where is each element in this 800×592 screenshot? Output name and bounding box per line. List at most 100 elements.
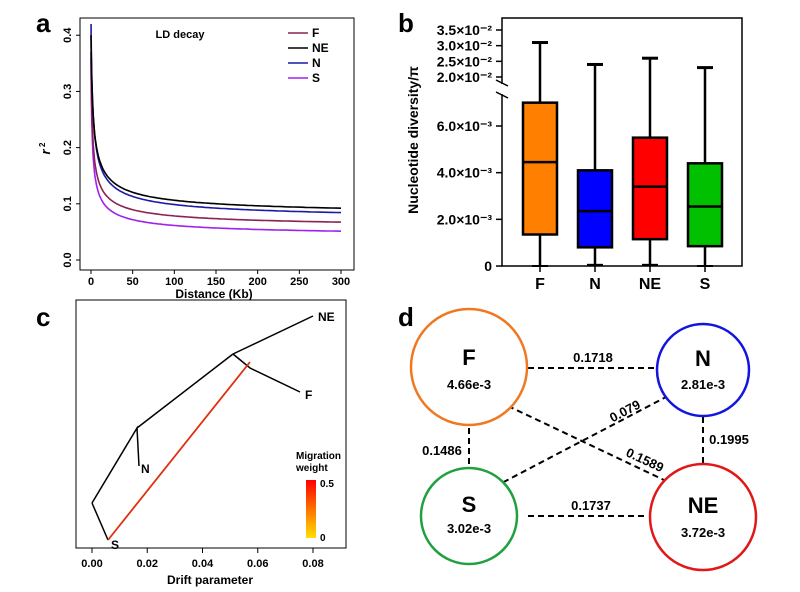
y-tick-label: 2.5×10⁻² xyxy=(437,53,493,69)
box-body xyxy=(521,101,559,236)
y-tick-label: 2.0×10⁻³ xyxy=(437,211,493,227)
box-F xyxy=(521,41,559,267)
edge-label-N-S: 0.079 xyxy=(607,397,643,426)
series-line-S xyxy=(90,57,342,232)
x-tick-label: S xyxy=(700,276,711,293)
plot-frame xyxy=(79,17,355,271)
x-tick-label: 0.00 xyxy=(81,558,102,570)
treemix-tree: Drift parameter 0.00 0.02 0.04 0.06 0.08 NE … xyxy=(75,299,347,587)
box-N xyxy=(576,62,614,266)
box-body xyxy=(576,169,614,249)
node-value: 4.66e-3 xyxy=(447,377,491,392)
branch-NE xyxy=(232,315,314,355)
x-axis-label: Drift parameter xyxy=(167,573,253,587)
fst-network: 0.1718 0.1486 0.1589 0.079 0.1995 0.1737… xyxy=(409,307,758,572)
nucleotide-diversity-chart: Nucleotide diversity/π 0 2.0×10⁻³ 4.0×10⁻³… xyxy=(405,17,743,293)
axis-break xyxy=(495,79,509,99)
edge-N-S xyxy=(495,395,669,487)
legend-scale-min: 0 xyxy=(320,533,326,544)
y-tick-label: 0.1 xyxy=(62,196,74,211)
legend-title-line1: Migration xyxy=(296,451,341,462)
branch-N-FNE xyxy=(136,353,234,429)
y-tick-label: 0.0 xyxy=(62,252,74,267)
branch-root-N xyxy=(91,425,140,504)
leaf-F: F xyxy=(305,388,312,402)
box-body xyxy=(686,162,724,248)
svg-text:2: 2 xyxy=(38,142,47,147)
box-S xyxy=(686,66,724,267)
y-tick-label: 3.0×10⁻² xyxy=(437,38,493,54)
migration-color-scale xyxy=(306,480,316,538)
ld-decay-chart: LD decay Distance (Kb) r 2 0 50 100 150 200 2… xyxy=(38,17,355,301)
chart-title: LD decay xyxy=(156,29,206,41)
edge-label-F-N: 0.1718 xyxy=(573,350,613,365)
node-value: 3.02e-3 xyxy=(447,521,491,536)
node-name: N xyxy=(695,346,711,371)
x-tick-label: 250 xyxy=(290,276,308,288)
series-line-F xyxy=(90,52,341,223)
series-line-NE xyxy=(90,35,342,209)
plot-frame xyxy=(75,299,347,549)
x-tick-label: 50 xyxy=(127,276,139,288)
x-tick-label: 0.02 xyxy=(137,558,158,570)
legend-label-NE: NE xyxy=(312,41,329,55)
panel-label-d: d xyxy=(398,302,414,332)
node-F: F 4.66e-3 xyxy=(409,307,529,427)
branch-root-S xyxy=(91,502,109,541)
x-tick-label: 0 xyxy=(88,276,94,288)
x-tick-label: 100 xyxy=(165,276,183,288)
node-S: S 3.02e-3 xyxy=(419,466,519,566)
leaf-N: N xyxy=(141,462,150,476)
edge-label-S-NE: 0.1737 xyxy=(571,498,611,513)
x-tick-label: NE xyxy=(639,276,662,293)
series-line-N xyxy=(90,23,342,214)
y-tick-label: 0.2 xyxy=(62,140,74,155)
y-tick-label: 4.0×10⁻³ xyxy=(437,165,493,181)
leaf-S: S xyxy=(111,538,119,552)
panel-label-b: b xyxy=(398,8,414,38)
x-tick-label: F xyxy=(535,276,545,293)
node-name: F xyxy=(462,345,475,370)
x-tick-label: 0.08 xyxy=(302,558,323,570)
x-tick-label: 200 xyxy=(248,276,266,288)
box-NE xyxy=(631,56,669,266)
node-N: N 2.81e-3 xyxy=(655,322,751,418)
legend-label-N: N xyxy=(312,56,321,70)
box-body xyxy=(631,136,669,241)
y-tick-label: 3.5×10⁻² xyxy=(437,22,493,38)
x-tick-label: 300 xyxy=(332,276,350,288)
x-tick-label: 150 xyxy=(207,276,225,288)
legend-label-S: S xyxy=(312,71,320,85)
node-name: S xyxy=(462,492,477,517)
y-axis-label: Nucleotide diversity/π xyxy=(405,66,421,214)
y-tick-label: 0.3 xyxy=(62,84,74,99)
tree-branches xyxy=(91,315,314,541)
branch-F xyxy=(232,353,301,393)
legend-scale-max: 0.5 xyxy=(320,479,334,490)
x-axis-label: Distance (Kb) xyxy=(175,287,252,301)
migration-edge xyxy=(107,361,251,541)
edge-F-NE xyxy=(507,405,665,481)
edge-label-F-S: 0.1486 xyxy=(422,443,462,458)
legend-label-F: F xyxy=(312,26,319,40)
plot-frame xyxy=(501,17,743,267)
panel-label-c: c xyxy=(36,302,50,332)
x-tick-label: 0.06 xyxy=(247,558,268,570)
network-edges xyxy=(468,367,704,517)
x-tick-label: N xyxy=(589,276,601,293)
edge-label-N-NE: 0.1995 xyxy=(709,432,749,447)
node-value: 3.72e-3 xyxy=(681,525,725,540)
y-axis-label: r 2 xyxy=(38,142,53,155)
y-tick-label: 0 xyxy=(484,258,492,274)
legend-title-line2: weight xyxy=(295,463,328,474)
x-tick-label: 0.04 xyxy=(192,558,214,570)
y-tick-label: 0.4 xyxy=(62,27,74,43)
panel-label-a: a xyxy=(36,8,51,38)
node-name: NE xyxy=(688,493,719,518)
node-value: 2.81e-3 xyxy=(681,377,725,392)
svg-text:r: r xyxy=(38,149,53,155)
leaf-NE: NE xyxy=(318,310,335,324)
y-tick-label: 6.0×10⁻³ xyxy=(437,118,493,134)
y-tick-label: 2.0×10⁻² xyxy=(437,69,493,85)
